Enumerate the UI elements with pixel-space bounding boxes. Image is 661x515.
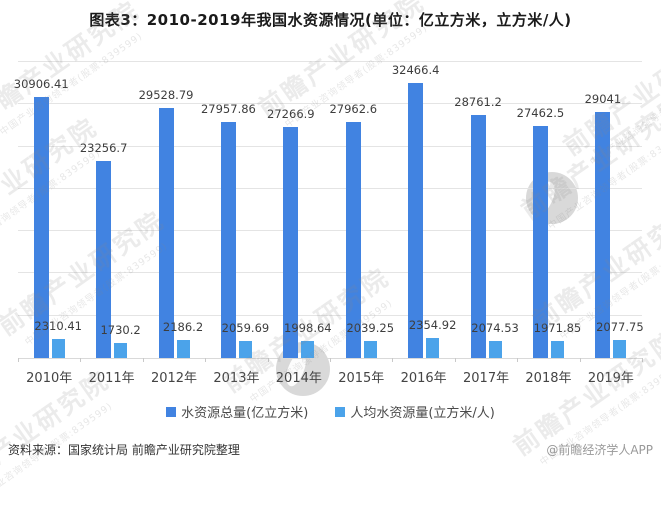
chart-title: 图表3：2010-2019年我国水资源情况(单位：亿立方米，立方米/人) [89, 11, 572, 29]
bar-group: 29528.79 2186.2 2012年 [139, 62, 207, 386]
value-label: 28761.2 [454, 94, 502, 109]
legend-label-percapita: 人均水资源量(立方米/人) [350, 406, 495, 421]
bar-group: 32466.4 2354.92 2016年 [391, 62, 457, 386]
value-label: 1971.85 [533, 321, 582, 336]
value-label: 23256.7 [79, 141, 128, 156]
percapita-water-bar [51, 338, 65, 358]
chart-plot-area: 30906.41 2310.41 2010年 23256.7 1730.2 2011年 29… [14, 61, 644, 387]
bar-group: 27266.9 1998.64 2014年 [267, 62, 332, 386]
percapita-water-bar [426, 338, 440, 358]
axis-tick [392, 358, 394, 362]
percapita-water-bar [363, 340, 377, 358]
bar-group: 29041 2077.75 2019年 [580, 62, 644, 386]
axis-tick [579, 358, 581, 362]
bar-group: 27462.5 1971.85 2018年 [516, 62, 582, 386]
value-label: 30906.41 [13, 76, 69, 91]
bar-group: 28761.2 2074.53 2017年 [454, 62, 519, 386]
total-water-bar [158, 108, 174, 358]
axis-tick [18, 358, 19, 362]
total-water-bar [532, 125, 548, 358]
axis-tick [330, 358, 332, 362]
value-label: 2354.92 [408, 318, 457, 333]
total-water-bar [96, 161, 112, 358]
value-label: 2310.41 [34, 318, 82, 333]
value-label: 1730.2 [100, 323, 141, 338]
x-axis-label: 2019年 [587, 371, 634, 386]
axis-tick [142, 358, 144, 362]
data-source-text: 资料来源：国家统计局 前瞻产业研究院整理 [8, 443, 240, 457]
total-water-bar [345, 121, 361, 358]
value-label: 27462.5 [516, 105, 565, 120]
legend-swatch-total [166, 406, 177, 417]
total-water-bar [220, 121, 236, 358]
axis-tick [80, 358, 82, 362]
axis-tick [454, 358, 456, 362]
value-label: 27957.86 [200, 101, 256, 116]
axis-tick [205, 358, 207, 362]
gridline [18, 272, 642, 274]
value-label: 2186.2 [162, 319, 204, 334]
total-water-bar [470, 114, 486, 358]
value-label: 32466.4 [391, 63, 440, 78]
total-water-bar [283, 127, 299, 358]
x-axis-label: 2012年 [150, 371, 198, 386]
percapita-water-bar [613, 340, 627, 358]
legend-item-percapita: 人均水资源量(立方米/人) [335, 402, 495, 421]
value-label: 27266.9 [267, 107, 315, 122]
credit-text: @前瞻经济学人APP [546, 443, 653, 457]
gridline [18, 230, 642, 232]
value-label: 2059.69 [221, 320, 270, 335]
legend-swatch-percapita [335, 406, 346, 417]
value-label: 2074.53 [471, 320, 519, 335]
total-water-bar [33, 96, 49, 358]
total-water-bar [595, 112, 611, 358]
gridline [18, 61, 642, 62]
axis-tick [517, 358, 519, 362]
x-axis-label: 2018年 [525, 371, 572, 386]
legend-item-total: 水资源总量(亿立方米) [166, 402, 308, 421]
chart-footer: 资料来源：国家统计局 前瞻产业研究院整理 @前瞻经济学人APP [8, 441, 653, 458]
axis-tick [642, 358, 644, 362]
value-label: 29041 [584, 92, 622, 107]
total-water-bar [408, 83, 424, 358]
value-label: 2077.75 [596, 320, 644, 335]
x-axis-label: 2010年 [26, 371, 73, 386]
x-axis-label: 2013年 [213, 371, 260, 386]
x-axis-label: 2017年 [463, 371, 510, 386]
percapita-water-bar [238, 340, 252, 358]
value-label: 27962.6 [329, 101, 378, 116]
chart-legend: 水资源总量(亿立方米) 人均水资源量(立方米/人) [0, 402, 661, 421]
bar-group: 27957.86 2059.69 2013年 [201, 62, 270, 386]
gridline [18, 145, 642, 147]
value-label: 29528.79 [138, 88, 194, 103]
percapita-water-bar [488, 340, 502, 358]
axis-tick [267, 358, 269, 362]
x-axis-label: 2014年 [275, 371, 322, 386]
x-axis-label: 2011年 [88, 371, 135, 386]
value-label: 2039.25 [346, 320, 395, 335]
bar-group: 23256.7 1730.2 2011年 [79, 62, 144, 386]
gridline [18, 314, 642, 316]
legend-label-total: 水资源总量(亿立方米) [181, 406, 309, 421]
bar-group: 30906.41 2310.41 2010年 [14, 62, 82, 386]
bar-groups-layer: 30906.41 2310.41 2010年 23256.7 1730.2 2011年 29… [14, 62, 644, 387]
percapita-water-bar [550, 341, 564, 358]
gridline [18, 103, 642, 105]
x-axis-label: 2016年 [400, 371, 447, 386]
percapita-water-bar [301, 341, 315, 358]
percapita-water-bar [176, 339, 190, 358]
percapita-water-bar [114, 343, 128, 358]
bar-group: 27962.6 2039.25 2015年 [329, 62, 395, 387]
gridline [18, 187, 642, 189]
value-label: 1998.64 [284, 321, 332, 336]
x-axis-label: 2015年 [338, 371, 385, 386]
